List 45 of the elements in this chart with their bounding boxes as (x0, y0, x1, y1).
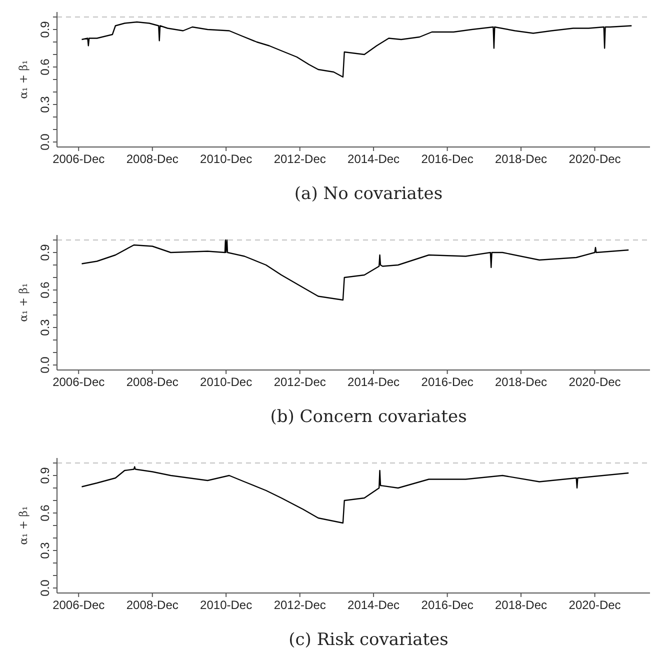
y-tick-label: 0.9 (38, 244, 52, 261)
x-tick-label: 2018-Dec (494, 152, 548, 166)
x-tick-label: 2006-Dec (52, 375, 105, 389)
y-tick-label: 0.9 (38, 20, 52, 38)
x-tick-label: 2010-Dec (200, 152, 252, 166)
x-tick-label: 2010-Dec (200, 375, 252, 389)
y-tick-label: 0.3 (38, 542, 52, 559)
y-tick-label: 0.6 (38, 504, 52, 522)
y-axis-title: α₁ + β₁ (17, 506, 30, 545)
x-tick-label: 2020-Dec (568, 375, 621, 389)
x-tick-label: 2014-Dec (348, 152, 400, 166)
x-tick-label: 2018-Dec (494, 598, 548, 612)
y-tick-label: 0.0 (38, 133, 52, 150)
text: (c) Risk covariates (288, 630, 448, 650)
x-tick-label: 2008-Dec (126, 152, 178, 166)
x-tick-label: 2020-Dec (568, 152, 621, 166)
x-tick-label: 2014-Dec (348, 375, 400, 389)
x-tick-label: 2016-Dec (421, 152, 474, 166)
y-tick-label: 0.6 (38, 281, 52, 298)
x-tick-label: 2008-Dec (126, 375, 178, 389)
y-tick-label: 0.3 (38, 318, 52, 336)
x-tick-label: 2006-Dec (52, 598, 105, 612)
text: (a) No covariates (294, 184, 443, 204)
y-tick-label: 0.6 (38, 58, 52, 76)
x-tick-label: 2020-Dec (568, 598, 621, 612)
y-tick-label: 0.3 (38, 96, 52, 113)
x-tick-label: 2006-Dec (52, 152, 105, 166)
y-tick-label: 0.9 (38, 466, 52, 484)
x-tick-label: 2012-Dec (274, 152, 326, 166)
x-tick-label: 2016-Dec (421, 375, 474, 389)
x-tick-label: 2012-Dec (274, 375, 326, 389)
y-tick-label: 0.0 (38, 356, 52, 374)
x-tick-label: 2008-Dec (126, 598, 178, 612)
y-axis-title: α₁ + β₁ (17, 283, 30, 322)
x-tick-label: 2018-Dec (494, 375, 548, 389)
text: (b) Concern covariates (270, 407, 467, 427)
y-axis-title: α₁ + β₁ (17, 60, 30, 99)
line-series (81, 21, 632, 78)
x-tick-label: 2016-Dec (421, 598, 474, 612)
x-tick-label: 2012-Dec (274, 598, 326, 612)
line-series (81, 466, 630, 524)
y-tick-label: 0.0 (38, 579, 52, 596)
line-series (81, 239, 630, 301)
x-tick-label: 2010-Dec (200, 598, 252, 612)
x-tick-label: 2014-Dec (348, 598, 400, 612)
